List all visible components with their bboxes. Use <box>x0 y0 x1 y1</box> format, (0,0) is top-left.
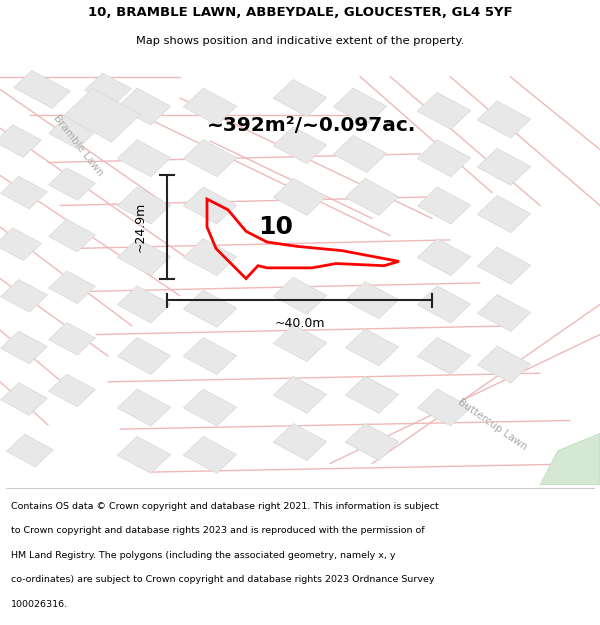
Polygon shape <box>477 148 531 185</box>
Polygon shape <box>7 434 53 467</box>
Polygon shape <box>117 140 171 177</box>
Polygon shape <box>417 389 471 426</box>
Polygon shape <box>117 338 171 374</box>
Polygon shape <box>0 124 41 158</box>
Polygon shape <box>417 338 471 374</box>
Text: 10, BRAMBLE LAWN, ABBEYDALE, GLOUCESTER, GL4 5YF: 10, BRAMBLE LAWN, ABBEYDALE, GLOUCESTER,… <box>88 6 512 19</box>
Polygon shape <box>273 278 327 314</box>
Polygon shape <box>183 187 237 224</box>
Polygon shape <box>273 324 327 362</box>
Polygon shape <box>183 389 237 426</box>
Polygon shape <box>49 116 95 149</box>
Text: ~40.0m: ~40.0m <box>274 318 325 330</box>
Polygon shape <box>1 176 47 209</box>
Polygon shape <box>417 239 471 276</box>
Text: 10: 10 <box>259 215 293 239</box>
Polygon shape <box>477 294 531 331</box>
Text: 100026316.: 100026316. <box>11 600 68 609</box>
Polygon shape <box>417 286 471 323</box>
Polygon shape <box>183 239 237 276</box>
Polygon shape <box>183 88 237 125</box>
Text: co-ordinates) are subject to Crown copyright and database rights 2023 Ordnance S: co-ordinates) are subject to Crown copyr… <box>11 575 434 584</box>
Polygon shape <box>417 187 471 224</box>
Polygon shape <box>477 346 531 383</box>
Polygon shape <box>117 88 171 125</box>
Polygon shape <box>273 79 327 116</box>
Polygon shape <box>49 322 95 355</box>
Polygon shape <box>64 89 140 142</box>
Polygon shape <box>273 424 327 461</box>
Polygon shape <box>273 178 327 216</box>
Polygon shape <box>1 331 47 364</box>
Polygon shape <box>183 140 237 177</box>
Polygon shape <box>417 140 471 177</box>
Text: Contains OS data © Crown copyright and database right 2021. This information is : Contains OS data © Crown copyright and d… <box>11 502 439 511</box>
Text: HM Land Registry. The polygons (including the associated geometry, namely x, y: HM Land Registry. The polygons (includin… <box>11 551 395 560</box>
Polygon shape <box>117 389 171 426</box>
Polygon shape <box>477 101 531 138</box>
Polygon shape <box>345 424 399 461</box>
Text: Map shows position and indicative extent of the property.: Map shows position and indicative extent… <box>136 36 464 46</box>
Polygon shape <box>49 374 95 407</box>
Polygon shape <box>1 279 47 312</box>
Polygon shape <box>117 436 171 473</box>
Polygon shape <box>117 187 171 224</box>
Polygon shape <box>345 376 399 413</box>
Polygon shape <box>49 168 95 201</box>
Polygon shape <box>333 88 387 125</box>
Text: Buttercup Lawn: Buttercup Lawn <box>455 398 529 452</box>
Text: ~24.9m: ~24.9m <box>133 202 146 252</box>
Polygon shape <box>85 73 131 106</box>
Polygon shape <box>49 271 95 304</box>
Polygon shape <box>183 290 237 328</box>
Polygon shape <box>477 248 531 284</box>
Polygon shape <box>345 178 399 216</box>
Polygon shape <box>417 92 471 129</box>
Text: ~392m²/~0.097ac.: ~392m²/~0.097ac. <box>208 116 416 136</box>
Polygon shape <box>333 136 387 172</box>
Polygon shape <box>117 286 171 323</box>
Polygon shape <box>183 436 237 473</box>
Polygon shape <box>273 376 327 413</box>
Polygon shape <box>117 239 171 276</box>
Polygon shape <box>477 196 531 232</box>
Polygon shape <box>49 219 95 252</box>
Polygon shape <box>345 329 399 366</box>
Polygon shape <box>0 228 41 261</box>
Polygon shape <box>273 127 327 164</box>
Polygon shape <box>183 338 237 374</box>
Polygon shape <box>14 71 70 108</box>
Text: Bramble Lawn: Bramble Lawn <box>51 113 105 178</box>
Polygon shape <box>345 282 399 319</box>
Polygon shape <box>1 382 47 416</box>
Text: to Crown copyright and database rights 2023 and is reproduced with the permissio: to Crown copyright and database rights 2… <box>11 526 424 535</box>
Polygon shape <box>540 433 600 485</box>
